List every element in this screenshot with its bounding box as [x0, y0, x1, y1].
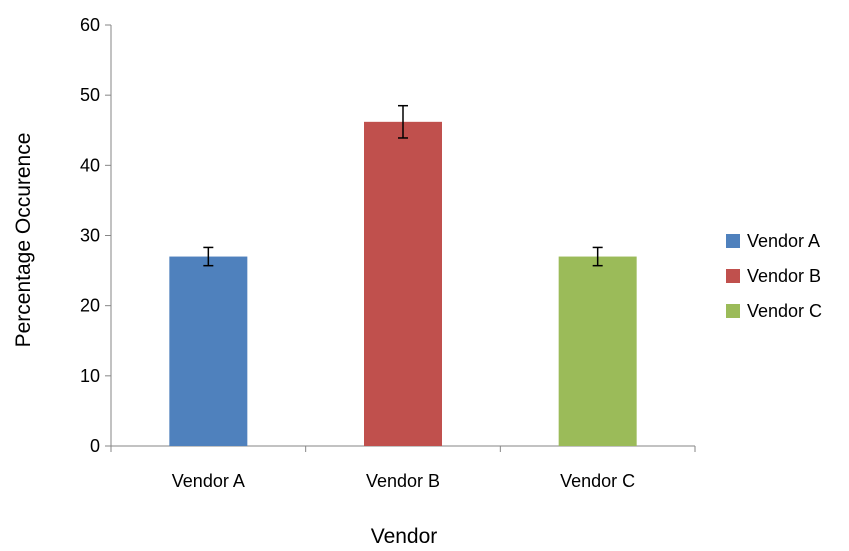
legend-label: Vendor B [747, 266, 821, 286]
legend-label: Vendor A [747, 231, 820, 251]
y-tick-label: 10 [80, 366, 100, 386]
y-tick-label: 50 [80, 85, 100, 105]
bar-1 [169, 256, 248, 446]
y-tick-label: 60 [80, 15, 100, 35]
x-tick-label: Vendor A [172, 471, 245, 491]
legend-swatch-1 [726, 234, 740, 248]
bar-2 [364, 121, 442, 446]
bar-3 [558, 256, 637, 446]
y-tick-label: 20 [80, 296, 100, 316]
x-tick-label: Vendor B [366, 471, 440, 491]
legend-label: Vendor C [747, 301, 822, 321]
y-axis-title: Percentage Occurence [12, 133, 35, 348]
legend: Vendor A Vendor B Vendor C [726, 231, 822, 321]
legend-swatch-2 [726, 269, 740, 283]
y-tick-label: 0 [90, 436, 100, 456]
plot-area: 0 10 20 30 40 50 60 Vendor A Vendor B Vendor C [80, 15, 696, 491]
x-axis-title: Vendor [371, 525, 438, 548]
y-tick-label: 40 [80, 155, 100, 175]
x-tick-label: Vendor C [560, 471, 635, 491]
legend-swatch-3 [726, 304, 740, 318]
y-tick-label: 30 [80, 226, 100, 246]
